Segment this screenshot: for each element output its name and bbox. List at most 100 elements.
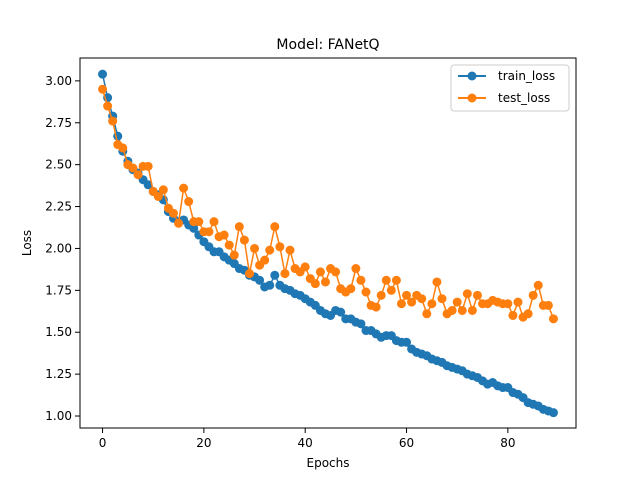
data-point-train-loss xyxy=(548,408,558,418)
data-point-train-loss xyxy=(98,69,108,79)
data-point-test-loss xyxy=(467,305,477,315)
data-point-test-loss xyxy=(179,183,189,193)
data-point-test-loss xyxy=(209,217,219,227)
data-point-test-loss xyxy=(118,143,128,153)
series-points-test-loss xyxy=(98,84,558,324)
plot-frame xyxy=(79,57,577,429)
data-point-test-loss xyxy=(407,297,417,307)
y-tick-label: 1.00 xyxy=(45,409,72,423)
data-point-test-loss xyxy=(168,208,178,218)
data-point-test-loss xyxy=(280,269,290,279)
data-point-test-loss xyxy=(381,275,391,285)
y-axis-label: Loss xyxy=(20,230,34,256)
y-tick-label: 1.50 xyxy=(45,325,72,339)
data-point-test-loss xyxy=(275,242,285,252)
data-point-train-loss xyxy=(265,280,275,290)
y-tick-label: 3.00 xyxy=(45,74,72,88)
data-point-test-loss xyxy=(351,264,361,274)
data-point-test-loss xyxy=(265,245,275,255)
x-axis-label: Epochs xyxy=(307,456,350,470)
data-point-test-loss xyxy=(239,235,249,245)
data-point-test-loss xyxy=(533,280,543,290)
data-point-test-loss xyxy=(417,294,427,304)
data-point-test-loss xyxy=(98,84,108,94)
y-tick-label: 2.75 xyxy=(45,116,72,130)
x-tick-label: 20 xyxy=(196,436,211,450)
data-point-test-loss xyxy=(320,277,330,287)
data-point-test-loss xyxy=(503,299,513,309)
data-point-test-loss xyxy=(204,227,214,237)
x-axis-ticks: 0 20 40 60 80 xyxy=(99,428,515,450)
data-point-train-loss xyxy=(189,223,199,233)
x-tick-label: 80 xyxy=(500,436,515,450)
legend-marker-test-loss xyxy=(467,93,477,103)
data-point-test-loss xyxy=(447,305,457,315)
data-point-test-loss xyxy=(300,262,310,272)
y-tick-label: 2.00 xyxy=(45,241,72,255)
x-tick-label: 40 xyxy=(298,436,313,450)
data-point-test-loss xyxy=(174,218,184,228)
data-point-test-loss xyxy=(396,299,406,309)
data-point-test-loss xyxy=(315,267,325,277)
data-point-train-loss xyxy=(336,307,346,317)
data-point-test-loss xyxy=(260,255,270,265)
data-point-test-loss xyxy=(376,290,386,300)
data-point-test-loss xyxy=(543,300,553,310)
legend-marker-train-loss xyxy=(467,71,477,81)
data-point-test-loss xyxy=(386,285,396,295)
y-tick-label: 1.75 xyxy=(45,283,72,297)
data-point-test-loss xyxy=(244,269,254,279)
data-point-test-loss xyxy=(548,314,558,324)
data-point-test-loss xyxy=(391,275,401,285)
data-point-test-loss xyxy=(437,294,447,304)
data-point-test-loss xyxy=(224,240,234,250)
y-tick-label: 1.25 xyxy=(45,367,72,381)
data-point-test-loss xyxy=(194,217,204,227)
data-point-test-loss xyxy=(310,279,320,289)
data-point-test-loss xyxy=(184,197,194,207)
data-point-test-loss xyxy=(270,222,280,232)
y-tick-label: 2.50 xyxy=(45,158,72,172)
data-point-test-loss xyxy=(402,290,412,300)
data-point-test-loss xyxy=(528,290,538,300)
chart-title: Model: FANetQ xyxy=(276,37,379,53)
data-point-test-loss xyxy=(513,297,523,307)
data-point-train-loss xyxy=(255,275,265,285)
data-point-test-loss xyxy=(234,222,244,232)
data-point-train-loss xyxy=(402,337,412,347)
data-point-test-loss xyxy=(133,170,143,180)
data-point-test-loss xyxy=(153,191,163,201)
data-point-test-loss xyxy=(219,230,229,240)
plot-area xyxy=(98,69,558,418)
data-point-test-loss xyxy=(427,299,437,309)
data-point-test-loss xyxy=(422,309,432,319)
data-point-test-loss xyxy=(356,275,366,285)
legend: train_loss test_loss xyxy=(450,64,570,112)
data-point-test-loss xyxy=(457,305,467,315)
data-point-test-loss xyxy=(462,289,472,299)
data-point-test-loss xyxy=(143,161,153,171)
data-point-test-loss xyxy=(472,290,482,300)
data-point-test-loss xyxy=(128,163,138,173)
data-point-test-loss xyxy=(158,185,168,195)
legend-label-test-loss: test_loss xyxy=(498,91,550,105)
y-tick-label: 2.25 xyxy=(45,200,72,214)
data-point-test-loss xyxy=(108,116,118,126)
data-point-test-loss xyxy=(361,287,371,297)
data-point-test-loss xyxy=(229,250,239,260)
data-point-train-loss xyxy=(143,180,153,190)
x-tick-label: 0 xyxy=(99,436,107,450)
x-tick-label: 60 xyxy=(399,436,414,450)
data-point-test-loss xyxy=(371,302,381,312)
data-point-test-loss xyxy=(346,284,356,294)
data-point-test-loss xyxy=(508,310,518,320)
data-point-test-loss xyxy=(523,309,533,319)
data-point-test-loss xyxy=(432,277,442,287)
legend-label-train-loss: train_loss xyxy=(498,69,555,83)
data-point-test-loss xyxy=(452,297,462,307)
y-axis-ticks: 1.00 1.25 1.50 1.75 2.00 2.25 2.50 2.75 3.00 xyxy=(45,74,80,423)
data-point-test-loss xyxy=(250,243,260,253)
data-point-test-loss xyxy=(103,101,113,111)
data-point-test-loss xyxy=(285,245,295,255)
